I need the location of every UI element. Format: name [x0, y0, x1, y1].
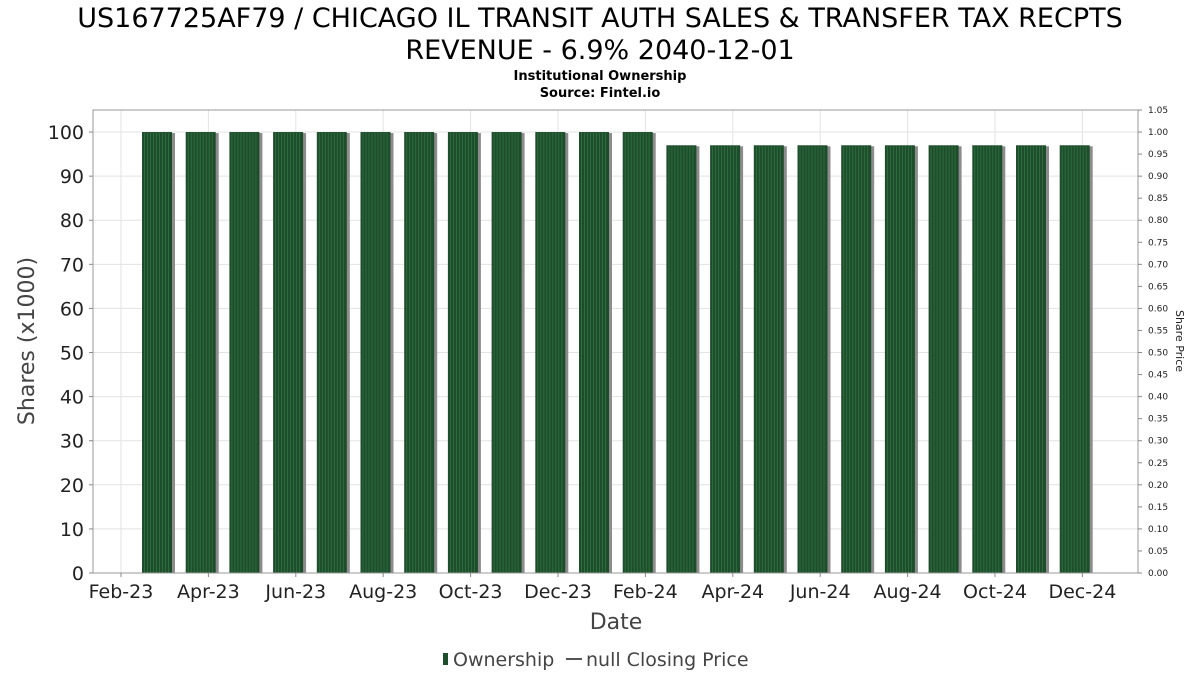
- ownership-bar: [710, 145, 741, 573]
- ownership-bar: [229, 132, 260, 574]
- y2-axis-ticks: 0.00 0.05 0.10 0.15 0.20 0.25 0.30 0.35 0.40 0.45…: [1138, 106, 1168, 579]
- y2-tick-label: 0.45: [1148, 371, 1168, 381]
- x-tick-label: Apr-23: [177, 581, 240, 603]
- x-tick-label: Dec-23: [524, 581, 592, 603]
- ownership-bar: [491, 132, 522, 574]
- ownership-bar: [404, 132, 435, 574]
- y-tick-label: 60: [60, 298, 84, 320]
- legend-price-label: null Closing Price: [586, 649, 749, 671]
- chart-title-line1: US167725AF79 / CHICAGO IL TRANSIT AUTH S…: [77, 3, 1123, 34]
- y2-tick-label: 0.55: [1148, 326, 1168, 336]
- y2-tick-label: 0.70: [1148, 260, 1168, 270]
- y2-tick-label: 0.35: [1148, 415, 1168, 425]
- y2-tick-label: 0.80: [1148, 216, 1168, 226]
- y2-tick-label: 1.05: [1148, 106, 1168, 116]
- ownership-bar: [753, 145, 784, 573]
- x-tick-label: Oct-23: [439, 581, 503, 603]
- x-tick-label: Jun-24: [789, 581, 851, 603]
- chart-title-line2: REVENUE - 6.9% 2040-12-01: [405, 35, 794, 66]
- y-tick-label: 70: [60, 254, 84, 276]
- x-tick-label: Dec-24: [1048, 581, 1116, 603]
- x-tick-label: Feb-23: [89, 581, 154, 603]
- ownership-bar: [972, 145, 1003, 573]
- ownership-bar: [666, 145, 697, 573]
- x-tick-label: Oct-24: [963, 581, 1027, 603]
- y-tick-label: 0: [72, 563, 84, 585]
- y2-tick-label: 0.95: [1148, 150, 1168, 160]
- y2-tick-label: 0.60: [1148, 304, 1168, 314]
- ownership-bar: [535, 132, 566, 574]
- ownership-bar: [447, 132, 478, 574]
- ownership-bar: [928, 145, 959, 573]
- ownership-bar: [360, 132, 391, 574]
- legend: Ownership null Closing Price: [443, 649, 749, 671]
- y-axis-label: Shares (x1000): [15, 257, 40, 425]
- y2-tick-label: 0.90: [1148, 172, 1168, 182]
- plot-frame: [92, 109, 1139, 574]
- chart-source: Source: Fintel.io: [540, 86, 661, 101]
- y2-tick-label: 0.05: [1148, 547, 1168, 557]
- x-tick-label: Aug-24: [874, 581, 942, 603]
- y2-tick-label: 0.20: [1148, 481, 1168, 491]
- ownership-bar: [884, 145, 915, 573]
- x-axis-ticks: Feb-23 Apr-23 Jun-23 Aug-23 Oct-23 Dec-23 Feb-…: [89, 573, 1116, 603]
- y2-tick-label: 0.00: [1148, 569, 1168, 579]
- y2-tick-label: 0.75: [1148, 238, 1168, 248]
- y-tick-label: 100: [48, 122, 84, 144]
- legend-ownership-swatch: [443, 653, 448, 665]
- ownership-bar: [142, 132, 172, 574]
- y-tick-label: 80: [60, 210, 84, 232]
- x-axis-label: Date: [590, 610, 643, 635]
- bars-layer: [142, 132, 1093, 574]
- y-tick-label: 30: [60, 431, 84, 453]
- y2-tick-label: 0.40: [1148, 393, 1168, 403]
- ownership-bar: [1059, 145, 1090, 573]
- y2-tick-label: 0.85: [1148, 194, 1168, 204]
- ownership-bar: [622, 132, 653, 574]
- ownership-bar: [579, 132, 609, 574]
- ownership-bar: [797, 145, 828, 573]
- ownership-bar: [841, 145, 872, 573]
- x-tick-label: Jun-23: [264, 581, 326, 603]
- y-tick-label: 50: [60, 343, 84, 365]
- legend-ownership-label: Ownership: [453, 649, 554, 671]
- x-tick-label: Apr-24: [701, 581, 764, 603]
- ownership-bar: [273, 132, 304, 574]
- x-tick-label: Aug-23: [349, 581, 417, 603]
- y2-tick-label: 0.50: [1148, 349, 1168, 359]
- ownership-bar: [316, 132, 347, 574]
- y2-tick-label: 0.30: [1148, 437, 1168, 447]
- y-tick-label: 10: [60, 519, 84, 541]
- y2-tick-label: 0.65: [1148, 282, 1168, 292]
- y2-tick-label: 0.15: [1148, 503, 1168, 513]
- y2-tick-label: 1.00: [1148, 128, 1168, 138]
- y-tick-label: 90: [60, 166, 84, 188]
- ownership-bar: [185, 132, 216, 574]
- y-tick-label: 20: [60, 475, 84, 497]
- x-tick-label: Feb-24: [613, 581, 678, 603]
- ownership-bar: [1016, 145, 1046, 573]
- y-axis-ticks: 0 10 20 30 40 50 60 70 80 90 100: [48, 122, 93, 585]
- y2-axis-label: Share Price: [1173, 310, 1186, 372]
- y2-tick-label: 0.10: [1148, 525, 1168, 535]
- chart-subtitle: Institutional Ownership: [514, 69, 687, 84]
- y-tick-label: 40: [60, 387, 84, 409]
- y2-tick-label: 0.25: [1148, 459, 1168, 469]
